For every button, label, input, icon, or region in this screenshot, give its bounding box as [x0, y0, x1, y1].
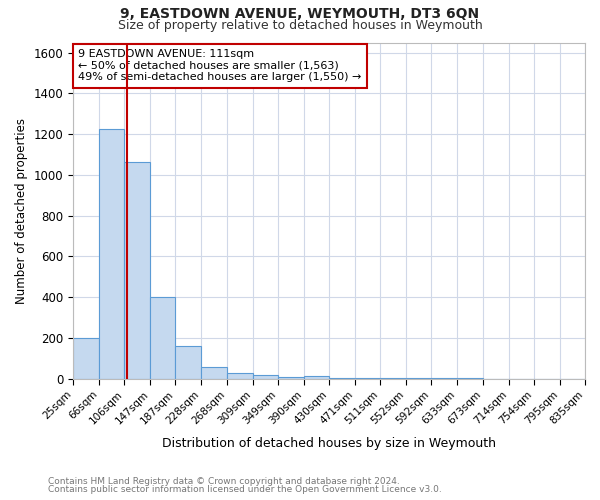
Text: Contains public sector information licensed under the Open Government Licence v3: Contains public sector information licen…	[48, 485, 442, 494]
Bar	[227, 372, 253, 378]
Bar	[175, 346, 202, 378]
Bar	[99, 130, 124, 378]
Bar	[304, 376, 329, 378]
Bar	[150, 298, 175, 378]
Text: Size of property relative to detached houses in Weymouth: Size of property relative to detached ho…	[118, 18, 482, 32]
Bar	[73, 338, 99, 378]
Y-axis label: Number of detached properties: Number of detached properties	[15, 118, 28, 304]
Text: 9, EASTDOWN AVENUE, WEYMOUTH, DT3 6QN: 9, EASTDOWN AVENUE, WEYMOUTH, DT3 6QN	[121, 8, 479, 22]
Text: Contains HM Land Registry data © Crown copyright and database right 2024.: Contains HM Land Registry data © Crown c…	[48, 477, 400, 486]
Text: 9 EASTDOWN AVENUE: 111sqm
← 50% of detached houses are smaller (1,563)
49% of se: 9 EASTDOWN AVENUE: 111sqm ← 50% of detac…	[78, 49, 362, 82]
X-axis label: Distribution of detached houses by size in Weymouth: Distribution of detached houses by size …	[162, 437, 496, 450]
Bar	[278, 376, 304, 378]
Bar	[202, 368, 227, 378]
Bar	[124, 162, 150, 378]
Bar	[253, 375, 278, 378]
